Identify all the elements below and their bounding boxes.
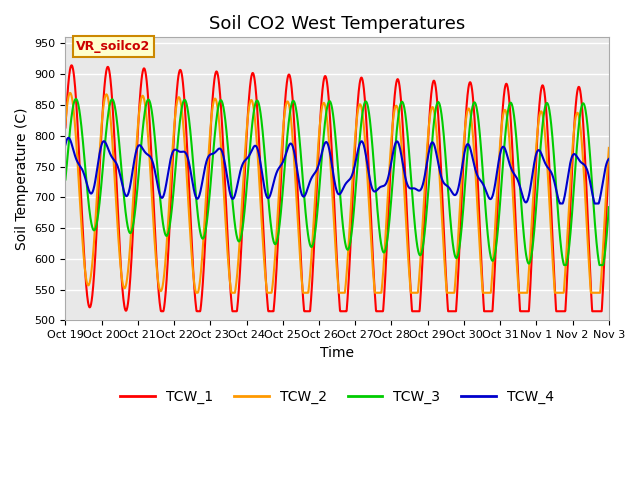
TCW_4 xyxy=(61,142,69,147)
TCW_4 xyxy=(265,195,273,201)
TCW_3 xyxy=(561,262,568,268)
Text: VR_soilco2: VR_soilco2 xyxy=(76,40,150,53)
X-axis label: Time: Time xyxy=(320,346,354,360)
TCW_1 xyxy=(61,125,69,131)
TCW_2 xyxy=(433,134,441,140)
Line: TCW_4: TCW_4 xyxy=(65,138,609,204)
TCW_3 xyxy=(72,96,80,102)
TCW_1 xyxy=(157,308,165,314)
TCW_1 xyxy=(287,76,294,82)
TCW_2 xyxy=(67,90,74,96)
TCW_3 xyxy=(265,204,273,209)
TCW_2 xyxy=(605,145,612,151)
TCW_4 xyxy=(65,135,72,141)
TCW_3 xyxy=(61,177,69,182)
TCW_2 xyxy=(93,195,100,201)
TCW_2 xyxy=(284,98,292,104)
TCW_1 xyxy=(284,74,292,80)
TCW_4 xyxy=(284,146,291,152)
TCW_1 xyxy=(68,62,76,68)
TCW_4 xyxy=(556,201,564,206)
TCW_2 xyxy=(193,290,200,296)
TCW_4 xyxy=(605,156,612,162)
TCW_2 xyxy=(178,107,186,112)
TCW_3 xyxy=(178,106,186,111)
TCW_1 xyxy=(266,308,273,314)
TCW_3 xyxy=(284,132,291,138)
Line: TCW_3: TCW_3 xyxy=(65,99,609,265)
Legend: TCW_1, TCW_2, TCW_3, TCW_4: TCW_1, TCW_2, TCW_3, TCW_4 xyxy=(115,384,559,409)
Line: TCW_1: TCW_1 xyxy=(65,65,609,311)
TCW_4 xyxy=(286,141,294,146)
TCW_3 xyxy=(605,204,612,210)
TCW_2 xyxy=(61,120,69,126)
TCW_4 xyxy=(433,152,440,158)
TCW_2 xyxy=(287,111,294,117)
TCW_1 xyxy=(605,155,612,161)
TCW_1 xyxy=(178,72,186,78)
Y-axis label: Soil Temperature (C): Soil Temperature (C) xyxy=(15,108,29,250)
TCW_3 xyxy=(433,102,440,108)
TCW_1 xyxy=(433,96,441,102)
TCW_2 xyxy=(266,290,273,296)
TCW_3 xyxy=(286,108,294,114)
TCW_4 xyxy=(93,168,100,174)
TCW_1 xyxy=(93,224,100,230)
TCW_4 xyxy=(178,149,186,155)
Line: TCW_2: TCW_2 xyxy=(65,93,609,293)
Title: Soil CO2 West Temperatures: Soil CO2 West Temperatures xyxy=(209,15,465,33)
TCW_3 xyxy=(93,220,100,226)
